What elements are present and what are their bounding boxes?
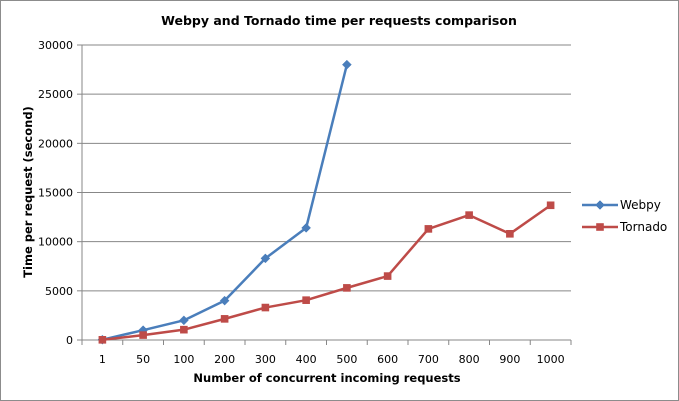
data-point xyxy=(301,223,311,233)
legend: Webpy Tornado xyxy=(582,198,667,234)
y-tick-label: 0 xyxy=(66,334,73,347)
legend-item-webpy: Webpy xyxy=(582,198,661,212)
x-tick-label: 200 xyxy=(214,353,235,366)
y-axis-title: Time per request (second) xyxy=(21,106,35,278)
data-point xyxy=(261,303,270,312)
data-point xyxy=(139,331,147,339)
data-point xyxy=(219,295,230,306)
x-tick-label: 50 xyxy=(136,353,150,366)
data-point xyxy=(465,211,473,219)
y-tick-label: 30000 xyxy=(38,39,73,52)
legend-label: Tornado xyxy=(619,220,667,234)
y-tick-label: 10000 xyxy=(38,236,73,249)
series-tornado xyxy=(98,201,555,344)
legend-marker xyxy=(596,223,604,231)
data-point xyxy=(302,296,310,304)
data-point xyxy=(220,315,229,323)
x-tick-label: 700 xyxy=(418,353,439,366)
x-tick-labels: 1 50 100 200 300 400 500 600 700 800 900 1000 xyxy=(99,353,565,366)
x-tick-label: 800 xyxy=(459,353,480,366)
data-point xyxy=(424,225,433,233)
data-point xyxy=(180,325,188,334)
data-point xyxy=(98,336,107,344)
chart-title: Webpy and Tornado time per requests comp… xyxy=(161,13,517,28)
data-point xyxy=(342,59,352,70)
series xyxy=(97,59,555,345)
axes xyxy=(77,44,572,345)
y-tick-label: 5000 xyxy=(45,285,73,298)
y-tick-label: 20000 xyxy=(38,137,73,150)
x-tick-label: 1 xyxy=(99,353,106,366)
x-tick-label: 100 xyxy=(173,353,194,366)
x-tick-label: 500 xyxy=(336,353,357,366)
x-axis-title: Number of concurrent incoming requests xyxy=(193,371,460,385)
x-tick-label: 400 xyxy=(296,353,317,366)
y-tick-labels: 0 5000 10000 15000 20000 25000 30000 xyxy=(38,39,73,347)
y-tick-label: 25000 xyxy=(38,88,73,101)
data-point xyxy=(343,284,351,292)
data-point xyxy=(383,272,392,280)
data-point xyxy=(260,253,271,264)
y-tick-label: 15000 xyxy=(38,187,73,200)
data-point xyxy=(546,201,555,210)
gridlines xyxy=(82,44,571,292)
x-tick-label: 600 xyxy=(377,353,398,366)
legend-marker xyxy=(595,200,605,210)
x-tick-label: 300 xyxy=(255,353,276,366)
data-point xyxy=(179,315,189,326)
x-tick-label: 1000 xyxy=(537,353,565,366)
legend-item-tornado: Tornado xyxy=(582,220,667,234)
data-point xyxy=(506,230,514,238)
x-tick-label: 900 xyxy=(499,353,520,366)
series-webpy xyxy=(97,59,352,345)
legend-label: Webpy xyxy=(620,198,661,212)
series-line xyxy=(102,204,552,342)
